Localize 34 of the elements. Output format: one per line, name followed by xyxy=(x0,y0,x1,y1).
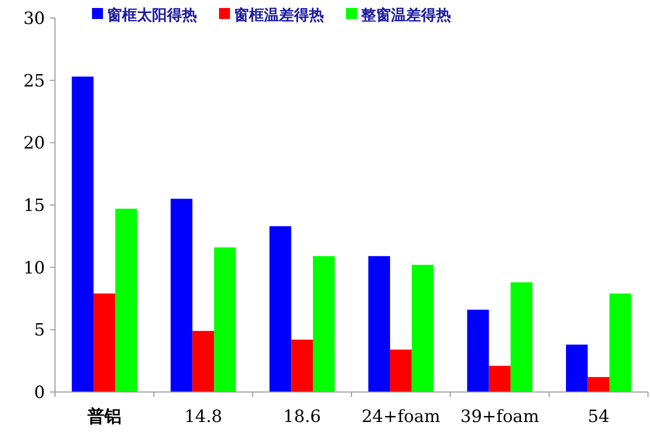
bar xyxy=(214,247,236,392)
x-tick-label: 24+foam xyxy=(362,407,440,427)
y-tick-label: 25 xyxy=(23,71,45,92)
bar xyxy=(72,76,94,392)
bar xyxy=(192,330,214,392)
bar xyxy=(312,256,335,392)
bar xyxy=(510,282,532,392)
x-tick-label: 54 xyxy=(588,407,610,427)
x-tick-label: 39+foam xyxy=(460,407,540,427)
x-tick-label: 普铝 xyxy=(86,406,122,427)
bar xyxy=(170,198,192,392)
bar xyxy=(291,340,313,392)
bar xyxy=(609,294,632,392)
bar xyxy=(588,377,610,392)
bar xyxy=(390,350,412,392)
y-tick-label: 15 xyxy=(23,196,45,216)
bar xyxy=(368,256,390,392)
y-tick-label: 30 xyxy=(23,9,45,29)
x-tick-label: 14.8 xyxy=(184,407,222,427)
legend-label: 窗框太阳得热 xyxy=(107,6,197,24)
x-tick-label: 18.6 xyxy=(283,407,322,427)
bar xyxy=(467,310,489,392)
y-tick-label: 10 xyxy=(23,258,45,278)
y-tick-label: 0 xyxy=(34,383,45,403)
y-tick-label: 5 xyxy=(34,320,45,341)
bar xyxy=(115,208,138,392)
legend-label: 窗框温差得热 xyxy=(234,6,324,24)
y-tick-label: 20 xyxy=(23,134,45,154)
legend-label: 整窗温差得热 xyxy=(360,6,451,24)
bar xyxy=(94,294,116,392)
bar xyxy=(566,344,588,392)
bar xyxy=(488,366,511,392)
bar xyxy=(269,226,292,392)
bar xyxy=(412,264,434,392)
